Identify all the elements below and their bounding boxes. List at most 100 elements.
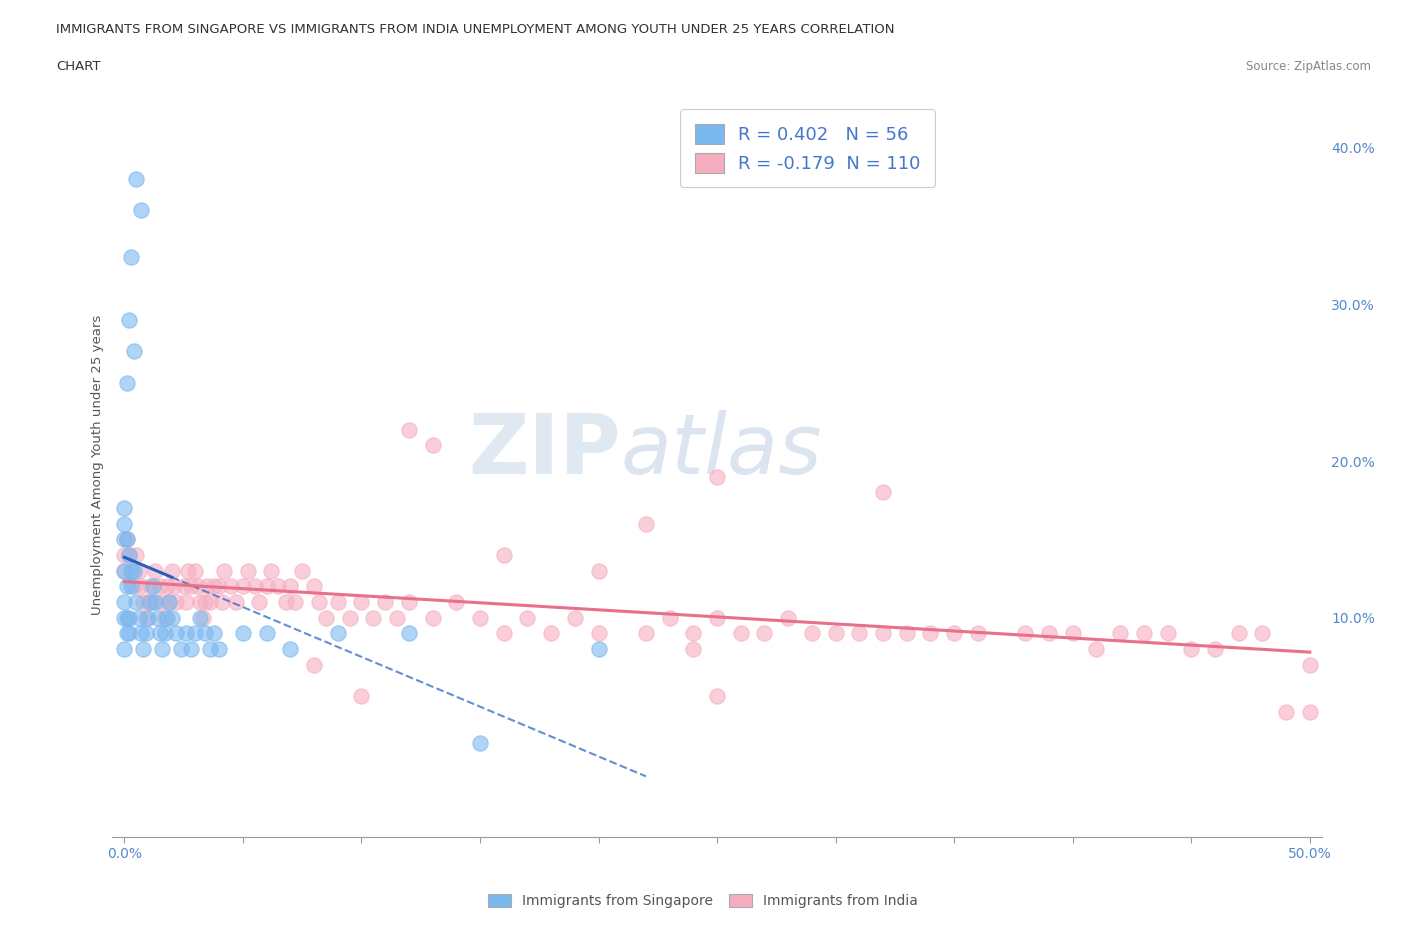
Point [149,579,172,594]
Point [115,376,138,391]
Point [142,579,165,594]
Point [374,594,396,609]
Point [174,594,197,609]
Point [157,594,180,609]
Point [118,610,141,625]
Point [128,564,150,578]
Point [120,579,142,594]
Point [302,579,325,594]
Point [682,642,704,657]
Point [149,626,172,641]
Point [139,594,162,609]
Point [160,610,183,625]
Point [143,564,166,578]
Point [1227,626,1250,641]
Point [308,594,330,609]
Point [1014,626,1036,641]
Point [1133,626,1156,641]
Point [706,470,728,485]
Point [232,626,254,641]
Point [588,564,610,578]
Point [198,642,221,657]
Point [112,548,135,563]
Point [385,610,408,625]
Point [1180,642,1202,657]
Point [125,548,148,563]
Point [118,548,141,563]
Point [173,579,195,594]
Point [315,610,337,625]
Legend: R = 0.402   N = 56, R = -0.179  N = 110: R = 0.402 N = 56, R = -0.179 N = 110 [681,110,935,187]
Point [778,610,800,625]
Point [274,594,297,609]
Point [302,658,325,672]
Point [160,564,183,578]
Point [204,626,226,641]
Point [1085,642,1108,657]
Point [872,485,894,499]
Text: ZIP: ZIP [468,409,620,491]
Point [516,610,538,625]
Point [115,532,138,547]
Point [800,626,823,641]
Point [278,642,301,657]
Point [1062,626,1084,641]
Point [236,564,259,578]
Point [194,594,217,609]
Text: IMMIGRANTS FROM SINGAPORE VS IMMIGRANTS FROM INDIA UNEMPLOYMENT AMONG YOUTH UNDE: IMMIGRANTS FROM SINGAPORE VS IMMIGRANTS … [56,23,894,36]
Point [468,736,491,751]
Point [135,626,157,641]
Point [658,610,681,625]
Point [896,626,918,641]
Point [966,626,988,641]
Point [564,610,586,625]
Y-axis label: Unemployment Among Youth under 25 years: Unemployment Among Youth under 25 years [91,315,104,615]
Point [122,344,145,359]
Point [129,626,152,641]
Point [115,626,138,641]
Point [350,688,373,703]
Point [174,626,197,641]
Point [291,564,314,578]
Point [112,564,135,578]
Point [588,626,610,641]
Point [153,610,176,625]
Point [188,594,211,609]
Text: atlas: atlas [620,409,823,491]
Point [398,422,420,437]
Point [1251,626,1274,641]
Point [150,642,173,657]
Point [120,564,142,578]
Point [232,579,254,594]
Point [208,642,231,657]
Point [278,579,301,594]
Point [682,626,704,641]
Point [706,688,728,703]
Point [361,610,384,625]
Point [540,626,562,641]
Point [129,203,152,218]
Point [125,172,148,187]
Point [267,579,290,594]
Point [122,564,145,578]
Point [256,579,278,594]
Point [120,564,142,578]
Point [872,626,894,641]
Point [187,579,209,594]
Point [446,594,468,609]
Point [132,594,155,609]
Point [156,610,179,625]
Point [754,626,776,641]
Point [136,594,159,609]
Point [163,579,186,594]
Point [115,532,138,547]
Point [326,594,349,609]
Point [118,312,141,327]
Point [468,610,491,625]
Point [177,564,200,578]
Point [492,626,515,641]
Point [212,564,235,578]
Point [170,642,193,657]
Point [1038,626,1060,641]
Point [166,594,188,609]
